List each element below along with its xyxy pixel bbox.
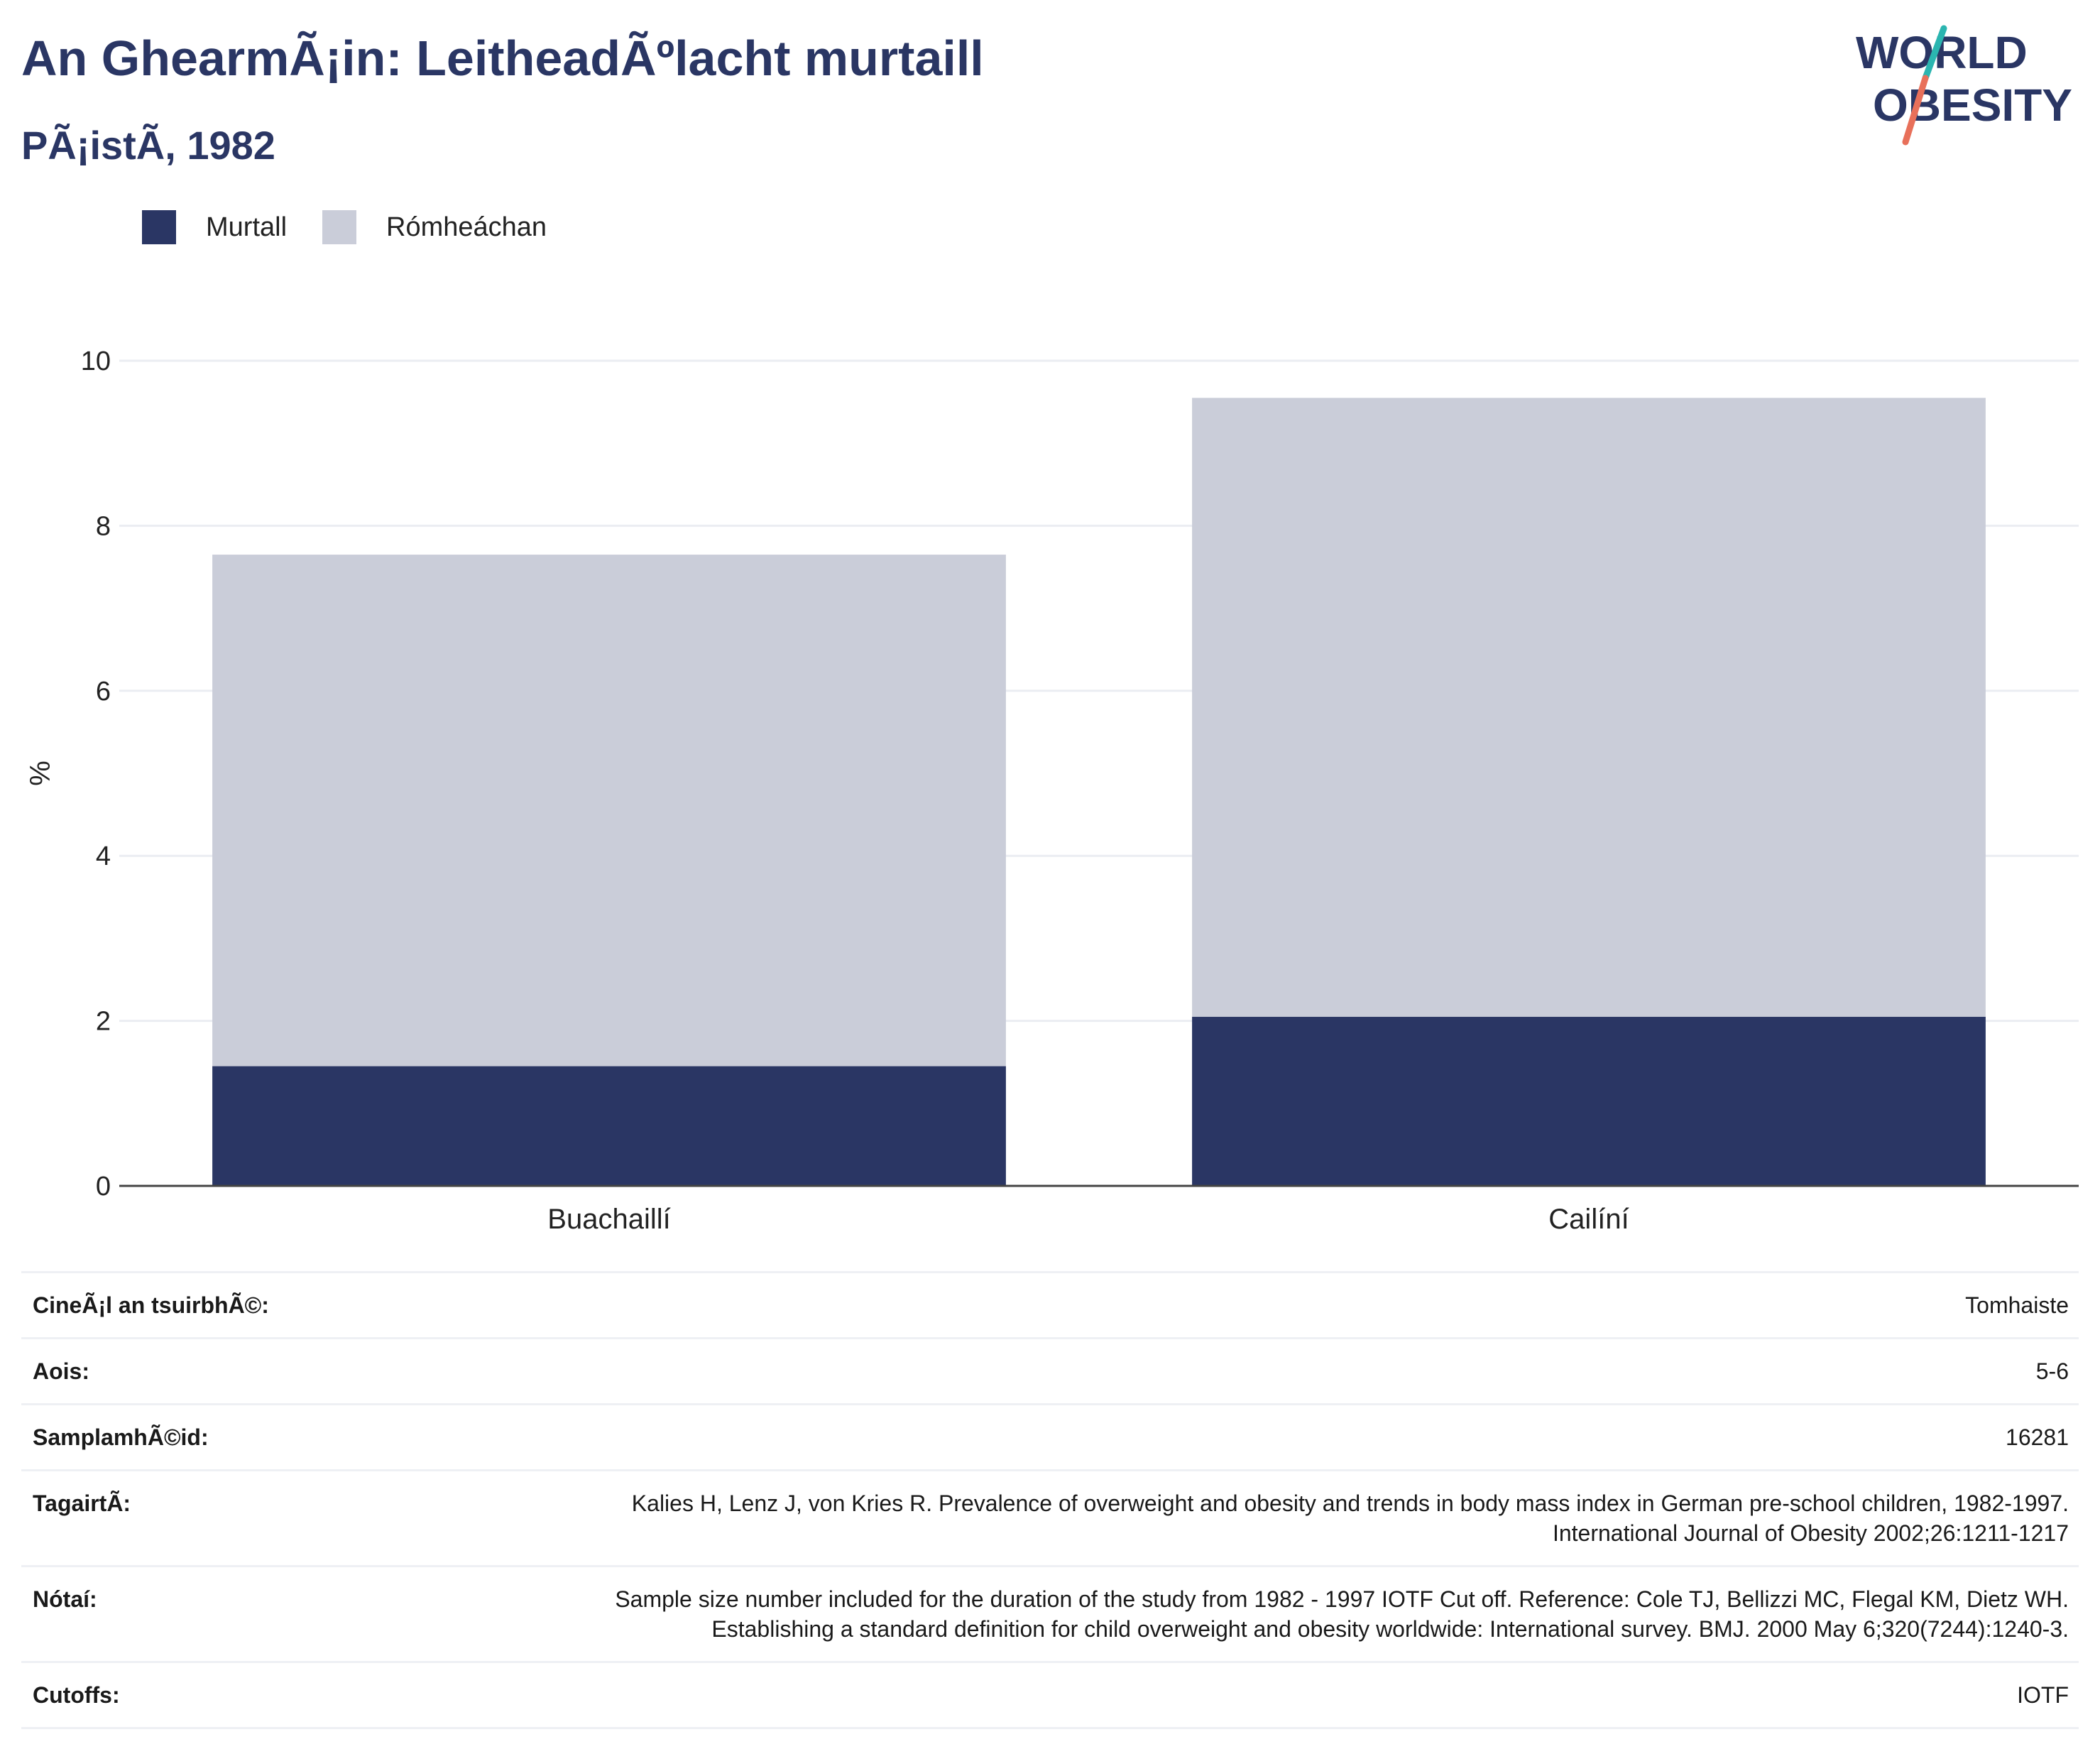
info-label-survey-type: CineÃ¡l an tsuirbhÃ©: [33,1292,269,1318]
info-value-notes: Sample size number included for the dura… [615,1586,2069,1642]
world-obesity-logo: WORLD OBESITY [1856,25,2072,146]
info-label-age: Aois: [33,1358,89,1384]
x-tick-label: Cailíní [1548,1204,1629,1235]
info-row-sample-size: SamplamhÃ©id: 16281 [21,1405,2079,1471]
info-row-cutoffs: Cutoffs: IOTF [21,1663,2079,1729]
chart-title: An GhearmÃ¡in: LeitheadÃºlacht murtaill [21,31,984,86]
y-tick-label: 4 [96,841,111,871]
bar-obesity-0 [212,1066,1006,1186]
legend-swatch-overweight [322,210,357,244]
chart-legend: Murtall Rómheáchan [142,210,582,244]
legend-item-overweight[interactable]: Rómheáchan [322,210,547,244]
info-value-cutoffs: IOTF [2017,1682,2069,1708]
bar-chart: 0 2 4 6 8 10% Buachaillí Cailíní [25,347,2079,1235]
legend-item-obesity[interactable]: Murtall [142,210,287,244]
y-axis-label: % [25,761,56,786]
chart-subtitle: PÃ¡istÃ, 1982 [21,123,275,168]
y-tick-label: 2 [96,1007,111,1037]
y-tick-label: 8 [96,511,111,541]
y-tick-label: 6 [96,677,111,707]
legend-label-obesity: Murtall [206,212,288,242]
info-value-sample-size: 16281 [2006,1424,2069,1450]
info-label-cutoffs: Cutoffs: [33,1682,120,1708]
info-value-reference: Kalies H, Lenz J, von Kries R. Prevalenc… [631,1491,2069,1546]
info-row-reference: TagairtÃ: Kalies H, Lenz J, von Kries R.… [21,1471,2079,1567]
y-tick-label: 10 [81,347,111,376]
info-row-notes: Nótaí: Sample size number included for t… [21,1567,2079,1663]
info-value-age: 5-6 [2035,1358,2069,1384]
info-label-reference: TagairtÃ: [33,1491,131,1516]
bar-overweight-1 [1192,398,1986,1017]
bar-overweight-0 [212,555,1006,1067]
info-table: CineÃ¡l an tsuirbhÃ©: Tomhaiste Aois: 5-… [21,1271,2079,1729]
logo-slash-coral [1902,75,1929,146]
legend-swatch-obesity [142,210,176,244]
logo-slash-teal [1922,25,1947,82]
info-row-age: Aois: 5-6 [21,1339,2079,1405]
bar-obesity-1 [1192,1016,1986,1186]
info-value-survey-type: Tomhaiste [1965,1292,2069,1318]
info-label-notes: Nótaí: [33,1586,97,1612]
legend-label-overweight: Rómheáchan [386,212,547,242]
logo-text-obesity: OBESITY [1873,80,2072,131]
x-tick-label: Buachaillí [547,1204,670,1235]
info-row-survey-type: CineÃ¡l an tsuirbhÃ©: Tomhaiste [21,1273,2079,1339]
info-label-sample-size: SamplamhÃ©id: [33,1424,209,1450]
y-tick-label: 0 [96,1172,111,1202]
